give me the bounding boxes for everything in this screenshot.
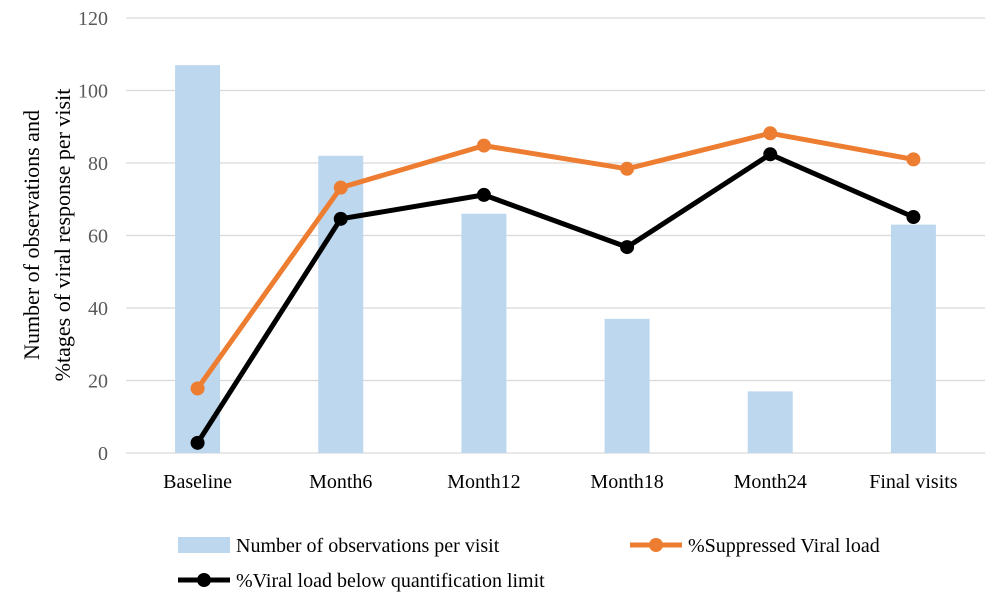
series-point (476, 187, 491, 202)
y-tick-label: 120 (78, 8, 108, 30)
series-point (906, 210, 921, 225)
y-tick-label: 100 (78, 81, 108, 103)
series-point (906, 152, 921, 167)
legend-swatch-orange-marker (649, 538, 663, 552)
series-point (333, 211, 348, 226)
y-axis-label-line-1: Number of observations and (19, 110, 44, 360)
y-tick-label: 20 (88, 371, 108, 393)
x-tick-label: Month6 (309, 471, 372, 493)
x-tick-label: Month18 (590, 471, 663, 493)
y-tick-label: 0 (98, 443, 108, 465)
series-point (763, 126, 778, 141)
series-point (190, 435, 205, 450)
x-axis-ticks: Baseline Month6 Month12 Month18 Month24 Final… (163, 471, 958, 493)
x-tick-label: Month24 (734, 471, 807, 493)
series-point (763, 147, 778, 162)
legend: Number of observations per visit %Suppre… (178, 535, 880, 592)
series-point (190, 381, 205, 396)
series-point (620, 240, 635, 255)
legend-label-bar: Number of observations per visit (236, 535, 500, 557)
y-axis-ticks: 0 20 40 60 80 100 120 (78, 8, 108, 465)
series-point (476, 138, 491, 153)
x-tick-label: Month12 (447, 471, 520, 493)
bar (604, 318, 650, 453)
bar (890, 224, 936, 453)
legend-swatch-black-marker (197, 573, 211, 587)
series-line (195, 151, 915, 445)
legend-label-orange: %Suppressed Viral load (688, 535, 880, 557)
bar (747, 391, 793, 453)
y-tick-label: 40 (88, 298, 108, 320)
series-point (620, 161, 635, 176)
series-point (333, 180, 348, 195)
line-series (190, 126, 921, 450)
y-axis-label-line-2: %tages of viral response per visit (50, 89, 75, 382)
y-tick-label: 80 (88, 153, 108, 175)
y-tick-label: 60 (88, 226, 108, 248)
gridlines (126, 17, 985, 454)
legend-label-black: %Viral load below quantification limit (236, 570, 545, 592)
legend-swatch-bar (178, 537, 230, 553)
bar (461, 213, 507, 453)
series-line (195, 130, 914, 390)
x-tick-label: Final visits (869, 471, 958, 493)
x-tick-label: Baseline (163, 471, 232, 493)
bar (318, 155, 364, 453)
